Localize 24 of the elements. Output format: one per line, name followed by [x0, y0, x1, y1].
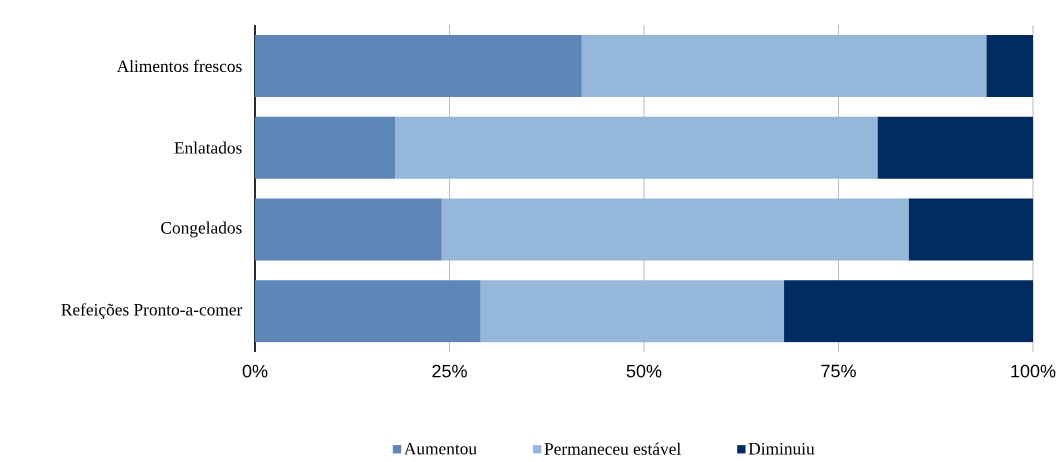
y-tick-label: Refeições Pronto-a-comer [61, 303, 243, 320]
x-tick-label: 25% [432, 364, 467, 378]
legend-label: Aumentou [404, 442, 477, 455]
x-tick-label: 50% [626, 364, 662, 378]
legend-label: Diminuiu [748, 442, 815, 455]
bar [480, 280, 785, 343]
bar [908, 198, 1033, 261]
x-tick-label: 100% [1011, 364, 1056, 378]
bar [395, 116, 878, 179]
y-tick-label: Congelados [161, 221, 242, 238]
bar [877, 116, 1033, 179]
bar [784, 280, 1033, 343]
x-tick-label: 75% [821, 364, 856, 378]
bar [255, 280, 481, 343]
bar [986, 34, 1033, 97]
bar [255, 116, 396, 179]
y-tick-label: Alimentos frescos [116, 59, 242, 73]
bar [441, 198, 909, 261]
bar [255, 198, 442, 261]
bar [255, 34, 582, 97]
legend-label: Permaneceu estável [544, 442, 681, 455]
y-tick-label: Enlatados [174, 141, 242, 154]
x-tick-label: 0% [242, 364, 268, 378]
bar [581, 34, 987, 97]
